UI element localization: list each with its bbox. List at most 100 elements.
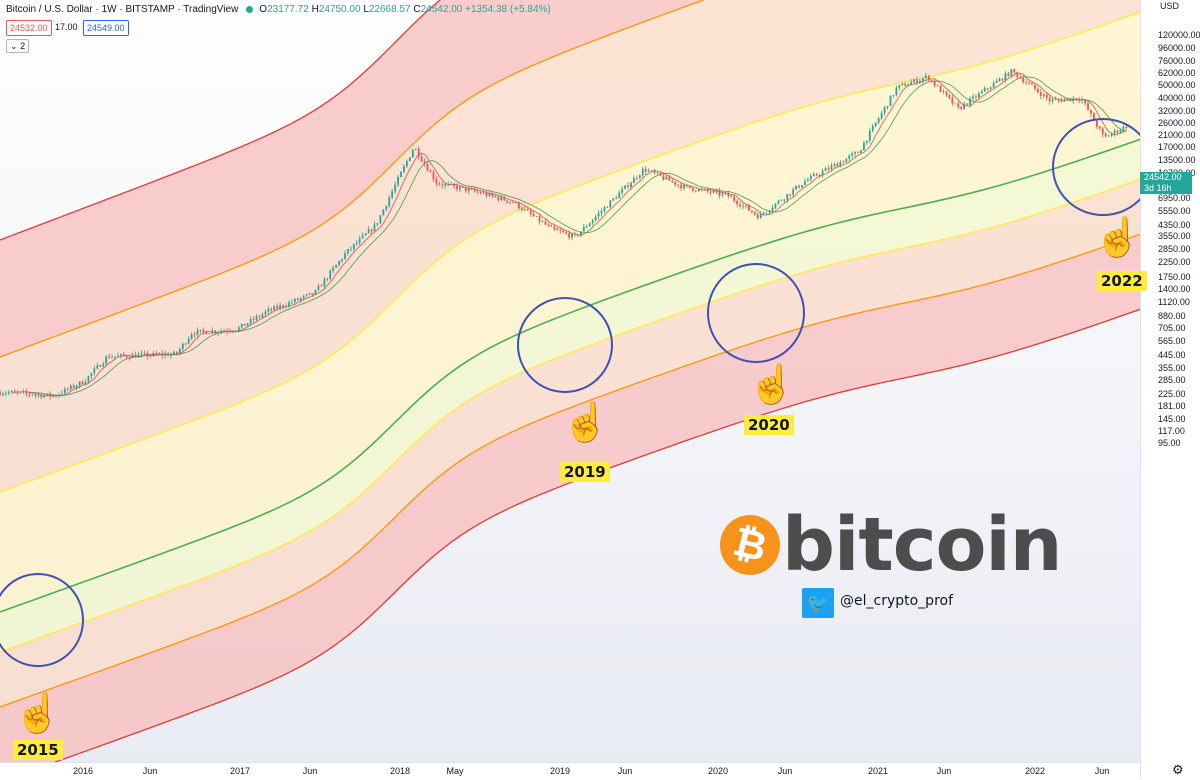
sell-button[interactable]: 24532.00 xyxy=(6,20,52,36)
currency-label[interactable]: USD xyxy=(1160,1,1180,11)
candle-body xyxy=(674,181,677,185)
candle-body xyxy=(405,161,408,167)
candle-body xyxy=(871,125,874,131)
candle-body xyxy=(373,224,376,232)
candle-body xyxy=(1116,130,1119,133)
candle-body xyxy=(568,233,570,238)
candle-body xyxy=(907,84,910,87)
candle-body xyxy=(541,221,544,223)
highlight-circle xyxy=(517,297,613,393)
band-fill xyxy=(0,234,1140,762)
candle-body xyxy=(226,330,228,332)
price-tick: 445.00 xyxy=(1158,349,1186,360)
candle-body xyxy=(31,394,34,396)
candle-body xyxy=(102,363,105,367)
candle-body xyxy=(1069,98,1072,102)
candle-body xyxy=(1042,94,1045,97)
time-axis[interactable] xyxy=(0,762,1140,780)
candle-body xyxy=(571,233,573,238)
candle-body xyxy=(830,165,833,170)
candle-body xyxy=(606,207,609,208)
candle-body xyxy=(1016,72,1019,78)
price-tick: 17000.00 xyxy=(1158,141,1196,152)
market-status-icon xyxy=(246,6,254,13)
candle-body xyxy=(22,391,25,393)
candle-body xyxy=(49,393,52,397)
price-axis[interactable] xyxy=(1140,0,1200,779)
candle-body xyxy=(1072,98,1075,102)
candle-body xyxy=(868,130,871,141)
candle-body xyxy=(615,198,618,200)
candle-body xyxy=(585,226,588,228)
candle-body xyxy=(462,186,464,188)
candle-body xyxy=(1107,135,1110,137)
spread-value: 17.00 xyxy=(52,20,81,34)
candle-body xyxy=(603,207,606,212)
time-tick: 2021 xyxy=(867,766,889,776)
twitter-handle: @el_crypto_prof xyxy=(840,593,954,609)
candle-body xyxy=(774,203,777,208)
candle-body xyxy=(535,216,538,217)
candle-body xyxy=(983,88,986,92)
price-tick: 117.00 xyxy=(1158,425,1185,436)
candle-body xyxy=(624,185,626,189)
candle-body xyxy=(13,391,16,392)
candle-body xyxy=(75,385,78,388)
candle-body xyxy=(668,176,671,181)
candle-body xyxy=(72,385,75,388)
gear-icon[interactable]: ⚙ xyxy=(1172,762,1184,777)
price-tick: 1750.00 xyxy=(1158,271,1191,282)
candle-body xyxy=(34,394,37,396)
candle-body xyxy=(456,185,458,190)
candle-body xyxy=(783,199,786,201)
candle-body xyxy=(1057,99,1060,101)
candle-body xyxy=(812,174,815,176)
candle-body xyxy=(28,393,31,395)
price-tick: 76000.00 xyxy=(1158,56,1196,67)
candle-body xyxy=(16,391,19,393)
candle-body xyxy=(382,209,385,216)
candle-body xyxy=(759,213,762,219)
indicators-toggle[interactable]: ⌄ 2 xyxy=(6,39,30,53)
candle-body xyxy=(854,152,856,154)
candle-body xyxy=(597,213,600,217)
candle-body xyxy=(733,196,736,201)
candle-body xyxy=(680,184,683,189)
price-tick: 2850.00 xyxy=(1158,243,1191,254)
candle-body xyxy=(919,80,921,83)
symbol-title[interactable]: Bitcoin / U.S. Dollar · 1W · BITSTAMP · … xyxy=(6,4,239,15)
candle-body xyxy=(954,103,957,105)
candle-body xyxy=(921,78,924,81)
candle-body xyxy=(1001,78,1004,81)
candle-body xyxy=(565,232,568,234)
candle-body xyxy=(2,393,4,395)
candle-body xyxy=(25,391,28,394)
candle-body xyxy=(240,323,243,328)
price-chart[interactable] xyxy=(0,0,1140,762)
buy-button[interactable]: 24549.00 xyxy=(83,20,129,36)
candle-body xyxy=(119,354,122,356)
candle-body xyxy=(842,161,845,163)
candle-body xyxy=(7,392,10,394)
candle-body xyxy=(441,184,444,186)
candle-body xyxy=(84,382,87,385)
price-tick: 705.00 xyxy=(1158,323,1186,334)
band-line-lower-orange xyxy=(0,233,1140,708)
candle-body xyxy=(105,356,108,364)
candle-body xyxy=(1066,98,1069,100)
candle-body xyxy=(559,230,562,232)
candle-body xyxy=(980,91,983,94)
candle-body xyxy=(0,392,1,395)
pointing-hand-icon: ☝ xyxy=(1094,217,1142,259)
candle-body xyxy=(515,202,517,204)
candle-body xyxy=(117,355,119,357)
candle-body xyxy=(196,330,199,335)
twitter-bird-icon: 🐦 xyxy=(802,588,834,618)
candle-body xyxy=(264,311,267,315)
candle-body xyxy=(1098,126,1101,129)
candle-body xyxy=(276,306,279,309)
candle-body xyxy=(712,190,715,193)
candle-body xyxy=(503,196,506,201)
candle-body xyxy=(184,343,187,345)
candle-body xyxy=(745,205,747,207)
